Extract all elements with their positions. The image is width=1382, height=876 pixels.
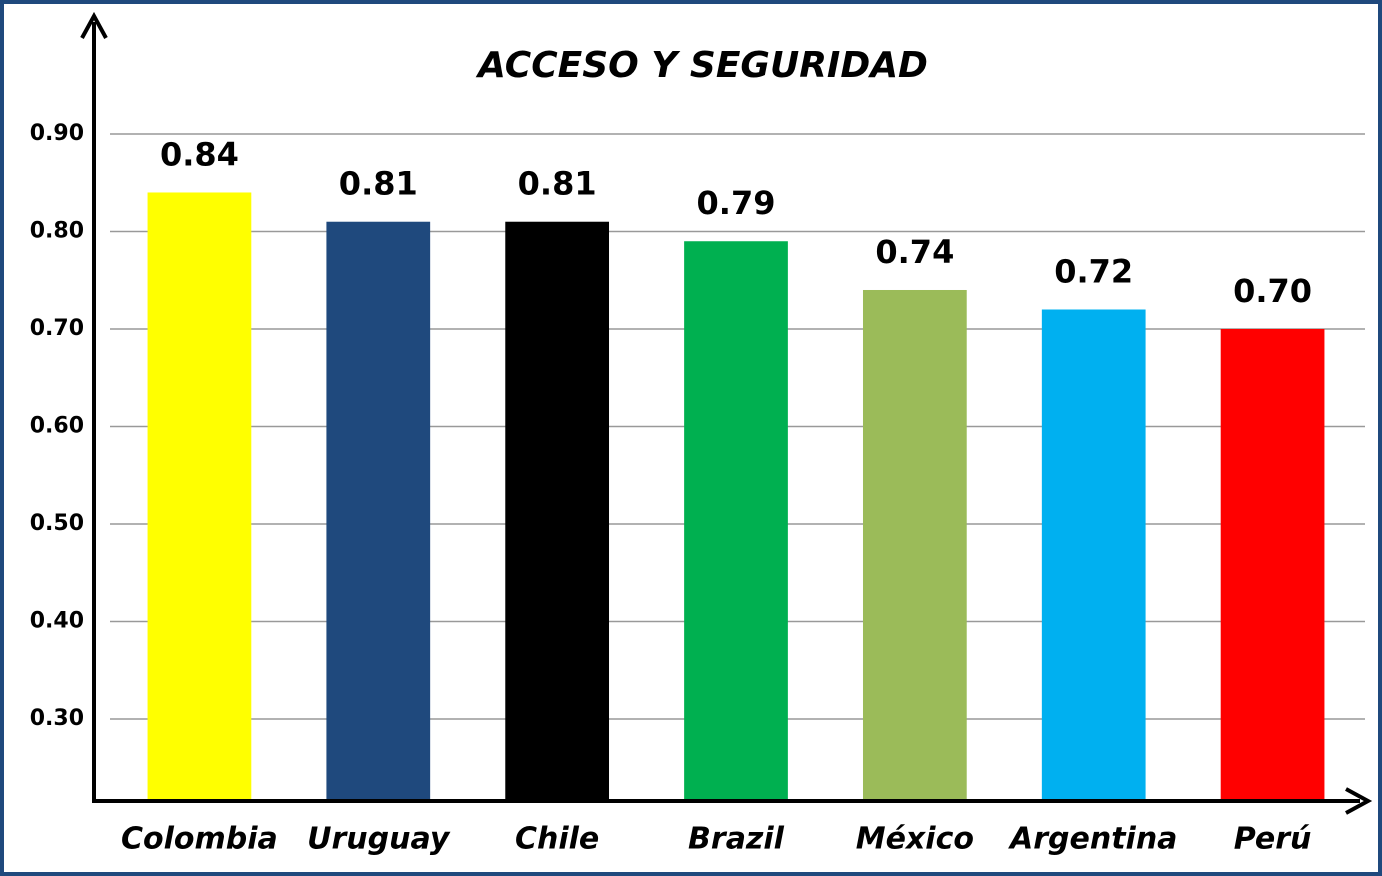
bar — [326, 221, 431, 801]
y-tick-label: 0.40 — [30, 609, 84, 634]
data-label: 0.81 — [518, 165, 597, 203]
y-axis-arrow — [80, 11, 108, 39]
x-axis-arrow — [1345, 787, 1373, 815]
data-label: 0.72 — [1054, 252, 1133, 290]
data-label: 0.84 — [160, 135, 239, 173]
x-tick-label: Perú — [1234, 822, 1312, 857]
bar — [505, 221, 610, 801]
plot: 0.30 0.40 0.50 0.60 0.70 0.80 0.90 0.84 Colombia… — [30, 121, 1365, 857]
data-label: 0.70 — [1233, 272, 1312, 310]
data-label: 0.81 — [339, 165, 418, 203]
y-tick-label: 0.80 — [30, 218, 84, 243]
chart-title: ACCESO Y SEGURIDAD — [475, 45, 928, 86]
x-tick-label: México — [856, 822, 974, 857]
y-tick-label: 0.60 — [30, 414, 84, 439]
x-tick-label: Brazil — [688, 822, 785, 857]
x-tick-label: Uruguay — [307, 822, 451, 857]
bar — [684, 241, 788, 800]
bar — [1041, 309, 1146, 800]
y-tick-label: 0.70 — [30, 316, 84, 341]
data-label: 0.79 — [697, 184, 776, 222]
data-label: 0.74 — [875, 233, 954, 271]
x-tick-label: Chile — [515, 822, 599, 857]
y-tick-label: 0.30 — [30, 706, 84, 731]
y-tick-label: 0.90 — [30, 121, 84, 146]
bar — [147, 192, 252, 800]
bar — [862, 289, 967, 800]
x-tick-label: Colombia — [121, 822, 278, 857]
x-tick-label: Argentina — [1008, 822, 1177, 857]
y-tick-label: 0.50 — [30, 511, 84, 536]
bar — [1220, 329, 1325, 800]
